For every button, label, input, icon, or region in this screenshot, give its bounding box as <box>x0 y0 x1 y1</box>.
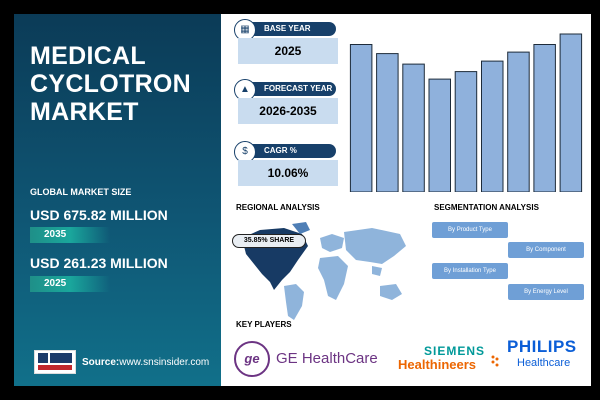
bar-chart-svg <box>349 33 583 192</box>
philips-healthcare-name: Healthcare <box>517 357 571 369</box>
forecast-year-label: FORECAST YEAR <box>236 82 336 96</box>
cagr-value: 10.06% <box>238 160 338 186</box>
infographic: MEDICAL CYCLOTRON MARKET GLOBAL MARKET S… <box>14 14 591 386</box>
siemens-healthineers-name: Healthineers <box>398 357 477 372</box>
global-market-size-label: GLOBAL MARKET SIZE <box>30 187 132 197</box>
segment-component: By Component <box>508 242 584 258</box>
title-line-1: MEDICAL <box>30 42 146 70</box>
chart-bar-1 <box>349 44 373 192</box>
segmentation-analysis-label: SEGMENTATION ANALYSIS <box>434 203 539 212</box>
chart-bar-3 <box>402 63 425 192</box>
chart-bar-6 <box>481 60 504 192</box>
regional-share-badge: 35.85% SHARE <box>232 234 306 248</box>
base-market-value: USD 261.23 MILLION <box>30 255 168 271</box>
philips-name: PHILIPS <box>507 337 577 356</box>
chart-bar-9 <box>559 33 583 192</box>
forecast-year-value: 2026-2035 <box>238 98 338 124</box>
left-panel: MEDICAL CYCLOTRON MARKET GLOBAL MARKET S… <box>14 14 221 386</box>
base-year-pill: 2025 <box>30 276 110 292</box>
segment-energy-level: By Energy Level <box>508 284 584 300</box>
title-line-2: CYCLOTRON <box>30 70 192 98</box>
base-year-label: BASE YEAR <box>236 22 336 36</box>
source-url: www.snsinsider.com <box>119 356 210 368</box>
chart-bar-2 <box>376 53 399 192</box>
ge-healthcare-name: GE HealthCare <box>276 350 378 367</box>
regional-analysis-label: REGIONAL ANALYSIS <box>236 203 320 212</box>
forecast-year-pill: 2035 <box>30 227 110 243</box>
ge-logo-mark: ge <box>234 341 270 377</box>
segment-product-type: By Product Type <box>432 222 508 238</box>
chart-bar-4 <box>428 78 451 192</box>
base-year-value: 2025 <box>238 38 338 64</box>
forecast-market-value: USD 675.82 MILLION <box>30 207 168 223</box>
sns-insider-logo <box>34 350 76 374</box>
siemens-name: SIEMENS <box>424 344 486 358</box>
cagr-label: CAGR % <box>236 144 336 158</box>
chart-bar-8 <box>533 44 556 192</box>
title-line-3: MARKET <box>30 98 139 126</box>
chart-bar-7 <box>507 51 530 192</box>
chart-bar-5 <box>454 71 478 192</box>
siemens-dots-icon <box>491 355 499 367</box>
segment-installation-type: By Installation Type <box>432 263 508 279</box>
source-prefix: Source: <box>82 356 120 368</box>
key-players-label: KEY PLAYERS <box>236 320 292 329</box>
page-title: MEDICAL CYCLOTRON MARKET <box>30 42 215 126</box>
bar-chart <box>348 32 584 192</box>
source-text: Source:www.snsinsider.com <box>82 357 209 368</box>
source-row: Source:www.snsinsider.com <box>34 350 209 374</box>
